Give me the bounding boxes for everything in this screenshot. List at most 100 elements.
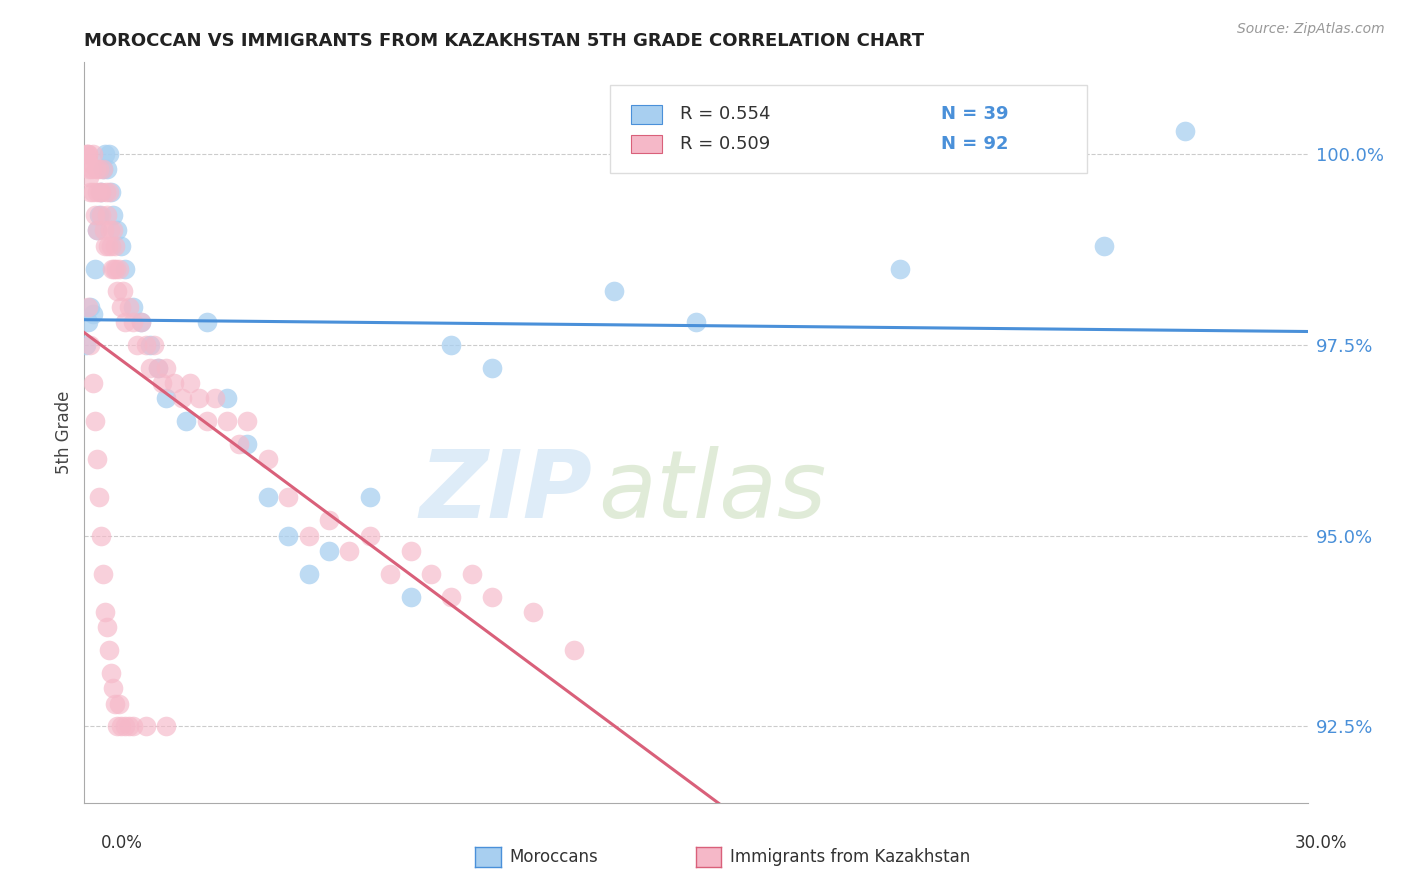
Point — [105, 719, 128, 733]
Point — [118, 719, 141, 733]
Point — [82, 147, 104, 161]
Point — [97, 147, 120, 161]
Point — [155, 360, 177, 375]
Point — [98, 223, 121, 237]
Point — [172, 391, 194, 405]
Text: Moroccans: Moroccans — [509, 848, 598, 866]
Point — [339, 544, 361, 558]
Point — [86, 223, 108, 237]
Text: N = 92: N = 92 — [941, 135, 1008, 153]
Point — [82, 376, 104, 390]
Point — [150, 376, 173, 390]
Point — [91, 162, 114, 177]
Point — [217, 391, 239, 405]
Point — [93, 238, 115, 252]
Point — [318, 544, 340, 558]
Text: MOROCCAN VS IMMIGRANTS FROM KAZAKHSTAN 5TH GRADE CORRELATION CHART: MOROCCAN VS IMMIGRANTS FROM KAZAKHSTAN 5… — [84, 32, 925, 50]
Text: N = 39: N = 39 — [941, 105, 1008, 123]
Point — [77, 169, 100, 184]
Point — [110, 719, 132, 733]
Point — [100, 185, 122, 199]
Point — [135, 338, 157, 352]
Point — [131, 315, 153, 329]
Text: R = 0.554: R = 0.554 — [681, 105, 770, 123]
Point — [97, 185, 120, 199]
Point — [228, 437, 250, 451]
Point — [138, 360, 160, 375]
Point — [87, 208, 110, 222]
Point — [889, 261, 911, 276]
Point — [114, 719, 136, 733]
Point — [100, 238, 122, 252]
Point — [84, 162, 107, 177]
Point — [79, 338, 101, 352]
Y-axis label: 5th Grade: 5th Grade — [55, 391, 73, 475]
Point — [77, 315, 100, 329]
Point — [112, 285, 135, 299]
Point — [179, 376, 201, 390]
Point — [257, 452, 280, 467]
Text: Immigrants from Kazakhstan: Immigrants from Kazakhstan — [730, 848, 970, 866]
Point — [101, 261, 124, 276]
Point — [122, 300, 145, 314]
Text: Source: ZipAtlas.com: Source: ZipAtlas.com — [1237, 22, 1385, 37]
FancyBboxPatch shape — [631, 135, 662, 153]
Point — [90, 208, 112, 222]
Point — [155, 719, 177, 733]
Point — [101, 208, 124, 222]
Point — [91, 162, 114, 177]
Point — [195, 315, 218, 329]
Point — [359, 529, 381, 543]
Point — [1174, 124, 1197, 138]
Point — [96, 208, 118, 222]
Point — [77, 162, 100, 177]
Point — [603, 285, 626, 299]
Text: R = 0.509: R = 0.509 — [681, 135, 770, 153]
Point — [87, 491, 110, 505]
Point — [105, 261, 128, 276]
Point — [83, 261, 105, 276]
Point — [108, 697, 131, 711]
Point — [131, 315, 153, 329]
Point — [105, 223, 128, 237]
Point — [114, 261, 136, 276]
Point — [91, 566, 114, 581]
FancyBboxPatch shape — [631, 105, 662, 123]
Point — [93, 147, 115, 161]
Point — [138, 338, 160, 352]
Point — [80, 162, 103, 177]
Point — [79, 300, 101, 314]
Point — [298, 529, 321, 543]
Point — [146, 360, 169, 375]
Point — [298, 566, 321, 581]
Point — [174, 414, 197, 428]
Point — [104, 238, 127, 252]
Point — [685, 315, 707, 329]
Point — [440, 338, 463, 352]
Point — [96, 620, 118, 634]
Text: atlas: atlas — [598, 446, 827, 537]
Text: 30.0%: 30.0% — [1295, 834, 1347, 852]
Point — [105, 285, 128, 299]
Point — [87, 162, 110, 177]
Point — [77, 147, 100, 161]
Point — [481, 360, 503, 375]
Point — [481, 590, 503, 604]
Point — [399, 544, 422, 558]
Point — [155, 391, 177, 405]
Point — [104, 697, 127, 711]
Point — [146, 360, 169, 375]
Point — [127, 338, 149, 352]
FancyBboxPatch shape — [610, 85, 1087, 173]
Point — [277, 529, 299, 543]
Point — [440, 590, 463, 604]
Point — [380, 566, 402, 581]
Point — [82, 185, 104, 199]
Point — [83, 208, 105, 222]
Point — [89, 185, 111, 199]
Point — [359, 491, 381, 505]
Point — [101, 223, 124, 237]
Text: ZIP: ZIP — [419, 446, 592, 538]
Point — [461, 566, 484, 581]
Point — [94, 185, 117, 199]
